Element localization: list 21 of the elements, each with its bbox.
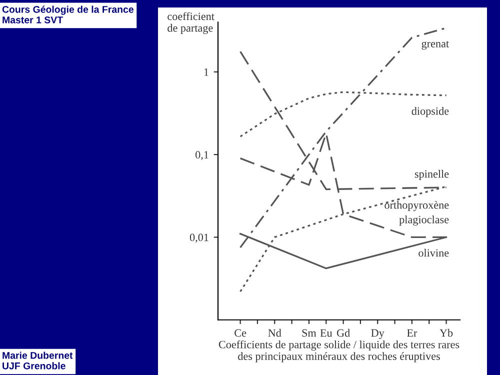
text: Cours Géologie de la France Master 1 SVT	[2, 6, 134, 24]
x-axis-title: Coefficients de partage solide / liquide des terres rares des principaux minéraux des roches éruptives	[218, 340, 460, 362]
x-tick-label: Gd	[336, 328, 350, 337]
x-tick-label: Ce	[234, 329, 246, 337]
x-tick-label: Yb	[440, 328, 453, 337]
y-axis-title: coefficient de partage	[168, 12, 214, 34]
text: Marie Dubernet UJF Grenoble	[2, 352, 73, 370]
y-tick-label: 0,01	[190, 234, 208, 243]
y-tick-label: 1	[204, 68, 208, 76]
series-label: olivine	[418, 248, 449, 257]
x-tick-label: Eu	[320, 329, 332, 337]
series-label: plagioclase	[399, 215, 449, 226]
x-tick-label: Dy	[371, 329, 384, 339]
x-tick-label: Sm	[302, 329, 316, 337]
x-tick-label: Nd	[268, 328, 282, 337]
x-tick-label: Er	[407, 329, 418, 337]
series-label: orthopyroxène	[384, 200, 449, 212]
series-label: spinelle	[414, 170, 449, 180]
series-label: diopside	[412, 106, 449, 118]
y-tick-label: 0,1	[196, 151, 208, 160]
series-label: grenat	[422, 41, 449, 50]
